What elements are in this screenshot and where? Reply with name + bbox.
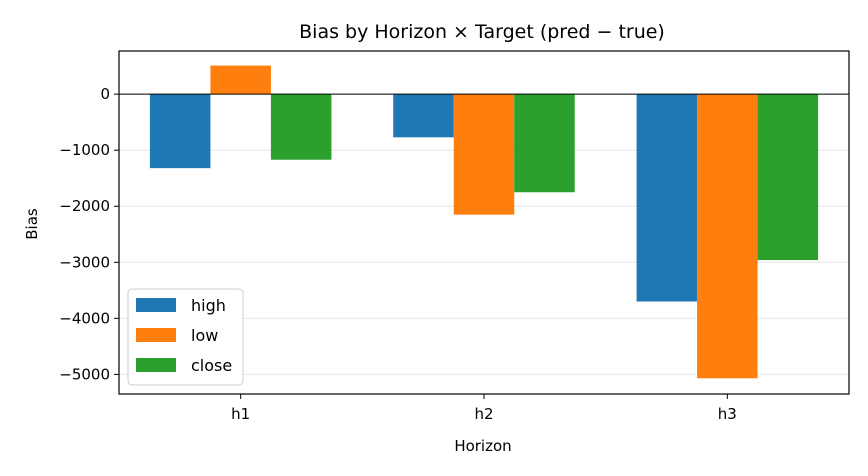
y-tick-label: 0 [100, 85, 110, 103]
y-axis-label: Bias [23, 208, 41, 240]
x-axis-ticks: h1 h2 h3 [231, 394, 737, 423]
bar-low-h1 [210, 65, 271, 95]
bar-low-h2 [453, 94, 515, 215]
bar-close-h3 [757, 94, 819, 261]
bar-close-h1 [270, 94, 332, 160]
legend-swatch-high [136, 298, 176, 312]
x-tick-label: h3 [718, 405, 737, 423]
bar-low-h3 [697, 94, 758, 379]
legend-label-close: close [191, 356, 232, 375]
x-tick-label: h1 [231, 405, 250, 423]
x-axis-label: Horizon [454, 437, 511, 455]
y-tick-label: −4000 [59, 309, 110, 327]
legend-label-high: high [191, 296, 226, 315]
bar-close-h2 [514, 94, 575, 193]
legend: high low close [127, 288, 244, 386]
y-tick-label: −1000 [59, 141, 110, 159]
y-tick-label: −2000 [59, 197, 110, 215]
bar-high-h3 [636, 94, 698, 302]
x-tick-label: h2 [474, 405, 493, 423]
legend-swatch-close [136, 358, 176, 372]
chart-title: Bias by Horizon × Target (pred − true) [299, 21, 665, 43]
bar-high-h1 [149, 94, 211, 169]
bar-high-h2 [393, 94, 454, 138]
legend-swatch-low [136, 328, 176, 342]
bars [149, 65, 819, 379]
y-axis-ticks: 0 −1000 −2000 −3000 −4000 −5000 [59, 85, 119, 383]
y-tick-label: −5000 [59, 365, 110, 383]
legend-label-low: low [191, 326, 218, 345]
y-tick-label: −3000 [59, 253, 110, 271]
